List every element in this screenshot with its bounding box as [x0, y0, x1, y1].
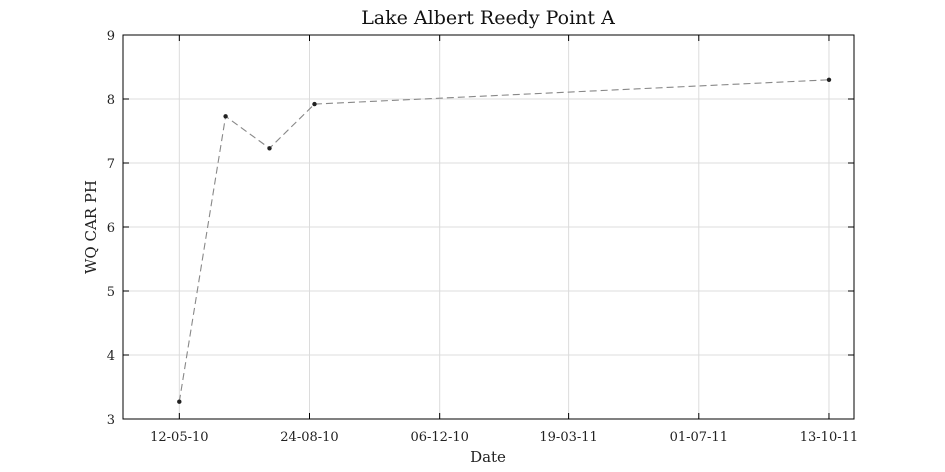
x-tick-label: 12-05-10: [150, 430, 208, 445]
data-point: [826, 77, 832, 83]
data-point: [267, 146, 272, 151]
x-axis-label: Date: [470, 448, 506, 466]
x-tick-label: 01-07-11: [670, 430, 728, 445]
y-axis-label: WQ CAR PH: [82, 180, 100, 274]
series-layer: [177, 77, 832, 404]
y-tick-label: 9: [107, 29, 115, 44]
y-tick-label: 6: [107, 221, 115, 236]
data-point: [223, 114, 228, 119]
y-tick-label: 5: [107, 285, 115, 300]
grid-lines: [123, 34, 854, 420]
x-tick-label: 24-08-10: [280, 430, 338, 445]
x-tick-label: 19-03-11: [539, 430, 597, 445]
y-tick-label: 7: [107, 157, 115, 172]
y-tick-label: 3: [107, 413, 115, 428]
y-tick-label: 8: [107, 93, 115, 108]
x-tick-label: 06-12-10: [410, 430, 468, 445]
data-point: [312, 101, 317, 107]
data-point: [177, 399, 182, 404]
tick-labels: 3 4 5 6 7 8 9 12-05-10 24-08-10 06-12-10 19-03-11 0…: [107, 29, 858, 445]
x-tick-label: 13-10-11: [800, 430, 858, 445]
tick-marks: [123, 34, 854, 420]
chart-title: Lake Albert Reedy Point A: [361, 7, 615, 29]
y-tick-label: 4: [107, 349, 115, 364]
